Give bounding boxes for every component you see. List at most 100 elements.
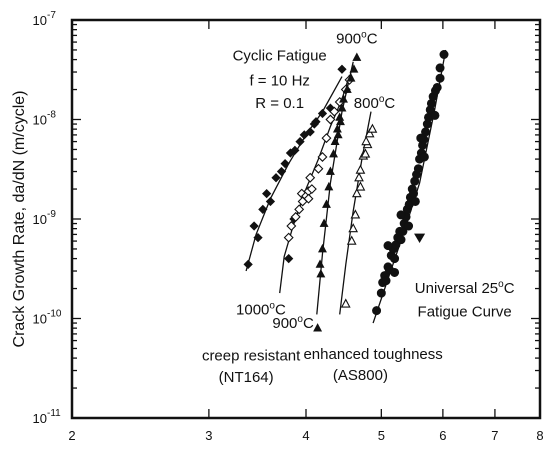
point-triangle-filled-20 xyxy=(336,116,345,126)
annotation-text: 1000 xyxy=(236,301,269,318)
annotation-tough: enhanced toughness xyxy=(303,346,442,363)
point-triangle-open-5 xyxy=(351,188,362,198)
data-points xyxy=(243,50,449,332)
point-circle-filled-46 xyxy=(416,133,426,143)
point-circle-filled-10 xyxy=(390,254,400,264)
annotation-cond1: Cyclic Fatigue xyxy=(233,48,327,65)
point-diamond-open-9 xyxy=(306,184,317,195)
point-circle-filled-5 xyxy=(381,276,391,286)
annotation-text: (NT164) xyxy=(219,369,274,386)
point-circle-filled-44 xyxy=(419,152,429,162)
y-tick-exponent: -8 xyxy=(47,110,56,121)
annotation-l1000: 1000oC xyxy=(236,300,286,318)
point-triangle-filled-17 xyxy=(349,64,359,73)
point-triangle-filled-9 xyxy=(329,148,338,158)
point-diamond-filled-13 xyxy=(299,130,309,140)
point-triangle-filled-18 xyxy=(352,52,362,61)
unit-text: C xyxy=(303,315,314,332)
point-diamond-open-16 xyxy=(329,106,340,117)
point-diamond-filled-3 xyxy=(253,232,263,243)
point-triangle-open-2 xyxy=(346,235,357,245)
point-triangle-filled-1 xyxy=(313,323,323,332)
point-circle-filled-2 xyxy=(376,288,386,298)
point-triangle-open-3 xyxy=(348,223,359,233)
x-tick-label-3: 3 xyxy=(205,428,212,443)
point-triangle-open-6 xyxy=(354,172,364,182)
point-circle-filled-1 xyxy=(372,306,382,316)
point-diamond-filled-21 xyxy=(337,64,347,74)
degree-superscript: o xyxy=(297,314,303,325)
unit-text: C xyxy=(275,301,286,318)
annotation-as800: (AS800) xyxy=(333,367,388,384)
annotation-text: 900 xyxy=(272,315,297,332)
y-tick-mantissa: 10 xyxy=(33,312,47,327)
annotation-text: Fatigue Curve xyxy=(418,303,512,320)
point-diamond-filled-20 xyxy=(309,119,319,129)
annotation-text: Universal 25 xyxy=(415,280,498,297)
point-triangle-filled-19 xyxy=(333,129,343,139)
x-tick-labels: 2 3 4 5 6 7 8 xyxy=(68,428,543,443)
y-tick-mantissa: 10 xyxy=(33,113,47,128)
point-circle-filled-43 xyxy=(410,196,420,206)
y-tick-label--11: 10 -11 xyxy=(33,408,62,426)
y-tick-exponent: -9 xyxy=(47,209,56,220)
point-triangle-filled-13 xyxy=(337,103,347,112)
point-triangle-filled-16 xyxy=(346,73,356,82)
point-diamond-filled-1 xyxy=(243,259,253,269)
point-triangle-filled-6 xyxy=(322,199,331,208)
point-diamond-filled-5 xyxy=(262,188,272,199)
x-tick-label-5: 5 xyxy=(378,428,385,443)
x-tick-label-2: 2 xyxy=(68,428,75,443)
point-triangle-open-11 xyxy=(364,128,375,138)
point-triangle-down-filled-1 xyxy=(414,233,426,243)
degree-superscript: o xyxy=(379,94,385,105)
point-diamond-filled-12 xyxy=(295,136,305,147)
point-diamond-open-12 xyxy=(313,163,324,174)
point-circle-filled-38 xyxy=(435,63,445,73)
unit-text: C xyxy=(367,31,378,48)
point-diamond-open-14 xyxy=(321,133,332,144)
point-triangle-open-13 xyxy=(355,181,366,191)
point-triangle-filled-5 xyxy=(319,218,329,227)
annotation-text: 900 xyxy=(336,31,361,48)
annotation-nt164: (NT164) xyxy=(219,369,274,386)
annotation-l900low: 900oC xyxy=(272,314,314,332)
point-circle-filled-14 xyxy=(396,235,406,245)
annotation-l800: 800oC xyxy=(354,94,396,112)
point-diamond-filled-7 xyxy=(271,173,281,183)
point-triangle-open-9 xyxy=(360,148,371,158)
point-triangle-filled-15 xyxy=(342,84,352,93)
point-circle-filled-41 xyxy=(396,210,406,220)
point-triangle-filled-2 xyxy=(316,268,326,278)
annotation-text: R = 0.1 xyxy=(255,95,304,112)
x-tick-label-6: 6 xyxy=(439,428,446,443)
annotation-text: f = 10 Hz xyxy=(249,72,309,89)
axis-ticks xyxy=(71,19,541,419)
annotation-text: 800 xyxy=(354,95,379,112)
point-diamond-filled-16 xyxy=(317,108,328,119)
point-diamond-open-10 xyxy=(303,193,314,204)
y-tick-mantissa: 10 xyxy=(33,212,47,227)
annotation-univ2: Fatigue Curve xyxy=(418,303,512,320)
degree-superscript: o xyxy=(269,300,275,311)
y-tick-label--7: 10 -7 xyxy=(33,10,57,28)
point-circle-filled-48 xyxy=(435,73,445,83)
point-diamond-open-15 xyxy=(325,114,336,125)
point-diamond-filled-2 xyxy=(249,221,259,231)
point-diamond-filled-6 xyxy=(265,196,276,207)
point-triangle-open-12 xyxy=(367,123,378,133)
annotation-text: (AS800) xyxy=(333,367,388,384)
degree-superscript: o xyxy=(361,30,367,41)
y-tick-label--9: 10 -9 xyxy=(33,209,57,227)
x-tick-label-4: 4 xyxy=(302,428,309,443)
y-tick-exponent: -11 xyxy=(47,408,61,419)
y-tick-exponent: -10 xyxy=(47,309,62,320)
point-circle-filled-39 xyxy=(439,50,449,60)
point-triangle-filled-3 xyxy=(315,259,325,268)
point-circle-filled-47 xyxy=(430,110,440,120)
annotation-cond2: f = 10 Hz xyxy=(249,72,309,89)
annotation-text: Cyclic Fatigue xyxy=(233,48,327,65)
